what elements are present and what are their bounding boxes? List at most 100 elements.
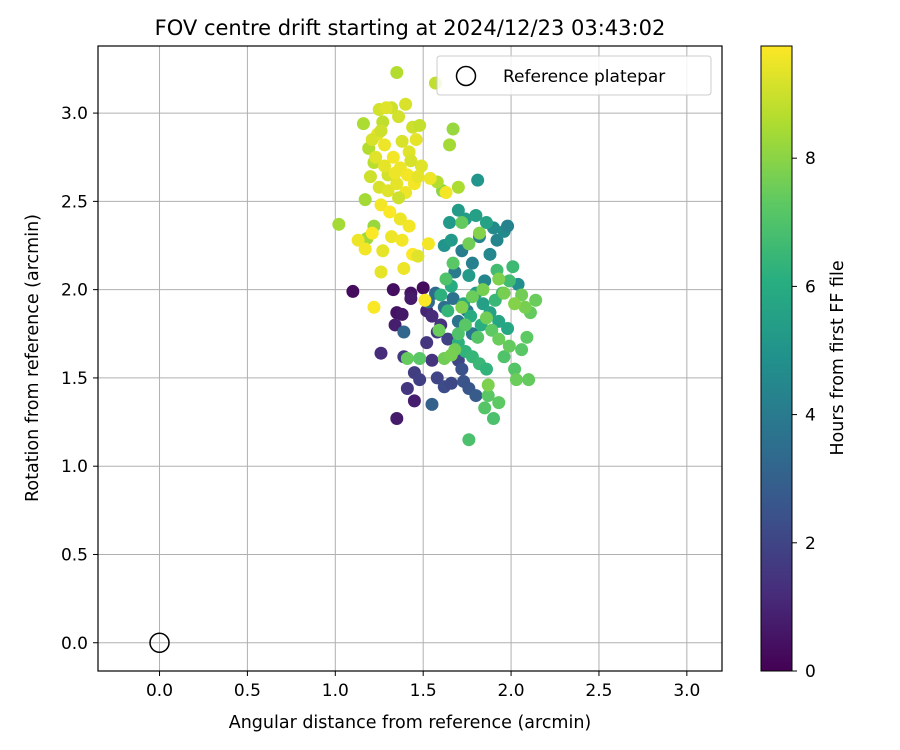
- y-tick-label: 2.0: [61, 281, 88, 301]
- data-point: [492, 396, 506, 410]
- data-point: [430, 371, 444, 385]
- y-axis: 0.0 0.5 1.0 1.5 2.0 2.5 3.0: [61, 104, 98, 654]
- y-axis-label: Rotation from reference (arcmin): [23, 214, 43, 502]
- data-point: [388, 166, 402, 180]
- colorbar-ticks: 0 2 4 6 8: [792, 149, 816, 682]
- data-point: [441, 304, 455, 318]
- data-point: [379, 101, 393, 115]
- y-tick-label: 3.0: [61, 104, 88, 124]
- data-point: [404, 291, 418, 305]
- data-point: [472, 226, 486, 240]
- data-point: [515, 343, 529, 357]
- data-point: [439, 186, 453, 200]
- data-point: [414, 159, 428, 173]
- data-point: [363, 170, 377, 184]
- data-point: [458, 318, 472, 332]
- data-point: [418, 293, 432, 307]
- data-point: [451, 327, 465, 341]
- data-point: [392, 110, 406, 124]
- x-tick-label: 2.0: [498, 681, 525, 701]
- data-point: [492, 272, 506, 286]
- data-point: [446, 256, 460, 270]
- chart-title: FOV centre drift starting at 2024/12/23 …: [155, 16, 666, 40]
- colorbar: 0 2 4 6 8 Hours from first FF file: [760, 45, 848, 682]
- data-point: [486, 412, 500, 426]
- data-point: [502, 339, 516, 353]
- x-tick-label: 0.0: [146, 681, 173, 701]
- data-point: [365, 133, 379, 147]
- data-points: [332, 65, 543, 447]
- data-point: [346, 284, 360, 298]
- data-point: [501, 219, 515, 233]
- data-point: [439, 272, 453, 286]
- data-point: [476, 283, 490, 297]
- data-point: [444, 233, 458, 247]
- y-tick-label: 1.5: [61, 369, 88, 389]
- data-point: [479, 311, 493, 325]
- data-point: [386, 150, 400, 164]
- data-point: [365, 226, 379, 240]
- data-point: [515, 288, 529, 302]
- data-point: [446, 291, 460, 305]
- data-point: [421, 237, 435, 251]
- data-point: [358, 242, 372, 256]
- data-point: [492, 332, 506, 346]
- data-point: [469, 208, 483, 222]
- data-point: [483, 247, 497, 261]
- data-point: [471, 330, 485, 344]
- data-point: [434, 288, 448, 302]
- colorbar-tick-label: 2: [805, 534, 816, 554]
- data-point: [481, 389, 495, 403]
- x-tick-label: 2.5: [585, 681, 612, 701]
- data-point: [508, 362, 522, 376]
- data-point: [390, 177, 404, 191]
- data-point: [420, 336, 434, 350]
- data-point: [443, 216, 457, 230]
- data-point: [378, 159, 392, 173]
- data-point: [478, 401, 492, 415]
- data-point: [471, 173, 485, 187]
- data-point: [455, 300, 469, 314]
- data-point: [413, 352, 427, 365]
- data-point: [392, 191, 406, 205]
- y-tick-label: 0.0: [61, 634, 88, 654]
- data-point: [444, 348, 458, 362]
- data-point: [381, 184, 395, 198]
- data-point: [369, 150, 383, 164]
- data-point: [413, 373, 427, 387]
- data-point: [374, 346, 388, 360]
- x-tick-label: 1.0: [322, 681, 349, 701]
- data-point: [385, 230, 399, 244]
- data-point: [462, 237, 476, 251]
- data-point: [455, 216, 469, 230]
- data-point: [476, 297, 490, 311]
- data-point: [395, 134, 409, 148]
- grid: [98, 46, 722, 671]
- data-point: [462, 433, 476, 447]
- data-point: [465, 290, 479, 304]
- data-point: [457, 374, 471, 388]
- data-point: [444, 376, 458, 390]
- data-point: [374, 124, 388, 138]
- data-point: [397, 261, 411, 275]
- data-point: [481, 378, 495, 392]
- data-point: [502, 274, 516, 288]
- data-point: [455, 362, 469, 376]
- data-point: [378, 138, 392, 152]
- data-point: [393, 212, 407, 226]
- colorbar-tick-label: 0: [805, 662, 816, 682]
- data-point: [425, 353, 439, 367]
- data-point: [390, 412, 404, 426]
- legend-label: Reference platepar: [503, 67, 665, 87]
- data-point: [462, 269, 476, 283]
- colorbar-scale: [760, 45, 793, 672]
- data-point: [399, 97, 413, 111]
- data-point: [451, 203, 465, 217]
- data-point: [400, 168, 414, 182]
- x-axis-label: Angular distance from reference (arcmin): [229, 713, 592, 733]
- data-point: [497, 286, 511, 300]
- data-point: [492, 314, 506, 328]
- y-tick-label: 1.0: [61, 457, 88, 477]
- data-point: [386, 283, 400, 297]
- data-point: [383, 205, 397, 219]
